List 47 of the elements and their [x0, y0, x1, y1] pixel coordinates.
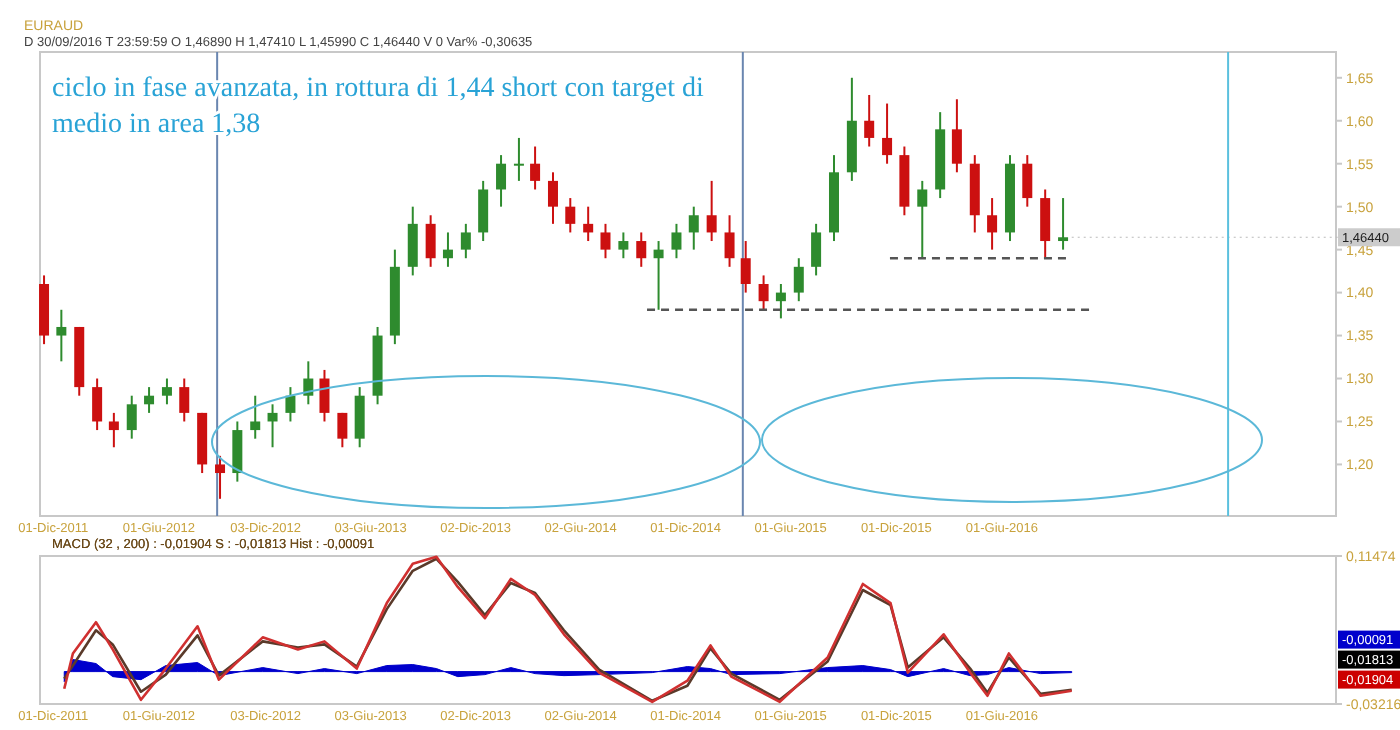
- candlestick: [1058, 197, 1069, 251]
- candlestick: [793, 257, 804, 303]
- candlestick: [653, 240, 664, 311]
- candlestick: [547, 171, 558, 225]
- candlestick: [758, 274, 769, 311]
- candlestick: [688, 205, 699, 251]
- candlestick: [407, 205, 418, 277]
- candlestick: [354, 386, 365, 449]
- candlestick: [917, 179, 928, 260]
- candlestick: [161, 377, 172, 406]
- candlestick: [92, 377, 103, 432]
- candlestick: [250, 394, 261, 440]
- candlestick: [864, 93, 875, 148]
- candlestick: [513, 136, 524, 182]
- candlestick: [478, 179, 489, 243]
- candlestick: [56, 308, 67, 363]
- candlestick: [724, 214, 735, 268]
- candlestick: [706, 179, 717, 243]
- candlestick: [583, 205, 594, 243]
- candlestick: [1022, 154, 1033, 208]
- candlestick: [775, 283, 786, 320]
- candlestick: [232, 420, 243, 483]
- candlestick: [108, 411, 119, 449]
- candlestick: [565, 197, 576, 234]
- candlestick: [496, 154, 507, 208]
- candlestick: [671, 222, 682, 260]
- candlestick: [740, 240, 751, 294]
- candlestick: [337, 411, 348, 449]
- candlestick: [600, 222, 611, 260]
- candlestick: [215, 454, 226, 500]
- candlestick: [882, 102, 893, 165]
- candlestick: [460, 222, 471, 260]
- candlestick: [285, 386, 296, 423]
- candlestick: [442, 231, 453, 268]
- candlestick: [987, 197, 998, 251]
- candlestick: [636, 231, 647, 268]
- candlestick: [618, 231, 629, 260]
- candlestick: [319, 368, 330, 423]
- candlestick: [530, 145, 541, 191]
- candlestick: [126, 394, 137, 440]
- candlestick: [267, 403, 278, 449]
- candlestick: [425, 214, 436, 268]
- candlestick: [179, 377, 190, 423]
- candlestick: [144, 386, 155, 414]
- candlestick: [951, 98, 962, 174]
- candlestick: [1040, 188, 1051, 260]
- candlestick: [811, 222, 822, 277]
